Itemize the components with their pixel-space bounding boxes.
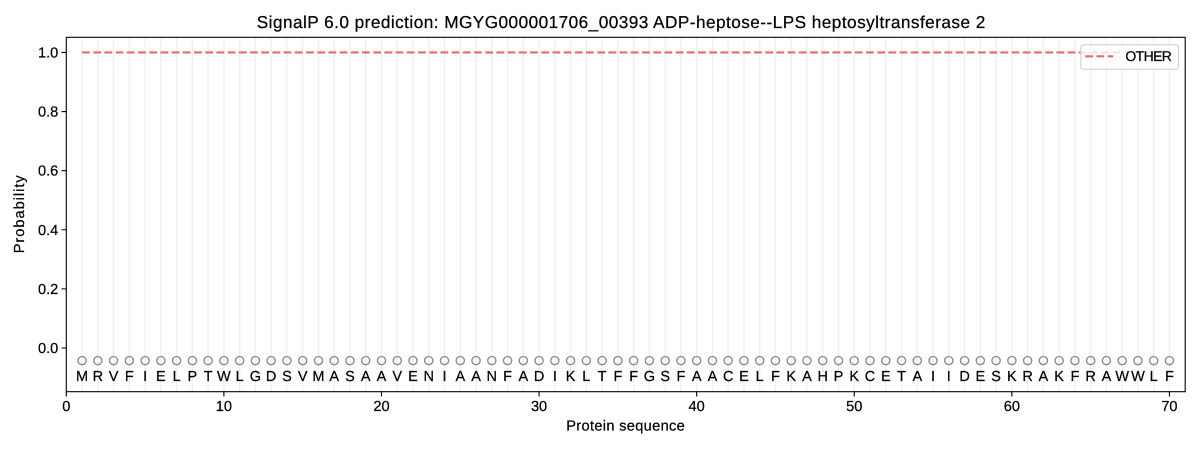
svg-text:S: S [282,369,292,385]
svg-text:F: F [503,369,512,385]
svg-text:F: F [125,369,134,385]
svg-text:N: N [424,369,434,385]
svg-text:K: K [566,369,576,385]
svg-text:V: V [298,369,308,385]
svg-text:I: I [143,369,147,385]
svg-text:C: C [723,369,733,385]
svg-text:SignalP 6.0 prediction: MGYG00: SignalP 6.0 prediction: MGYG000001706_00… [257,12,986,32]
svg-text:K: K [1054,369,1064,385]
svg-text:50: 50 [846,399,862,415]
svg-text:60: 60 [1004,399,1020,415]
svg-text:S: S [991,369,1001,385]
svg-text:0.6: 0.6 [38,164,58,180]
svg-text:D: D [959,369,969,385]
svg-text:F: F [629,369,638,385]
svg-text:A: A [692,369,702,385]
svg-text:F: F [1165,369,1174,385]
svg-text:A: A [455,369,465,385]
svg-text:L: L [756,369,764,385]
svg-text:E: E [975,369,985,385]
svg-text:M: M [76,369,88,385]
svg-text:E: E [739,369,749,385]
svg-text:K: K [849,369,859,385]
svg-text:40: 40 [689,399,705,415]
svg-text:70: 70 [1161,399,1177,415]
svg-text:W: W [1131,369,1145,385]
svg-text:M: M [312,369,324,385]
svg-text:0: 0 [62,399,70,415]
svg-text:0.2: 0.2 [38,282,58,298]
svg-text:A: A [708,369,718,385]
svg-text:L: L [173,369,181,385]
svg-text:I: I [553,369,557,385]
svg-text:S: S [660,369,670,385]
svg-text:E: E [156,369,166,385]
svg-text:OTHER: OTHER [1125,48,1172,64]
svg-text:L: L [236,369,244,385]
svg-text:F: F [771,369,780,385]
svg-text:Protein sequence: Protein sequence [566,418,685,434]
svg-text:A: A [1102,369,1112,385]
svg-text:10: 10 [216,399,232,415]
svg-text:A: A [377,369,387,385]
svg-text:W: W [1115,369,1129,385]
svg-text:A: A [802,369,812,385]
svg-text:I: I [931,369,935,385]
svg-text:A: A [912,369,922,385]
svg-text:D: D [534,369,544,385]
svg-text:1.0: 1.0 [38,46,58,62]
svg-text:G: G [644,369,655,385]
svg-text:R: R [1085,369,1095,385]
svg-text:K: K [786,369,796,385]
svg-text:E: E [408,369,418,385]
svg-text:N: N [487,369,497,385]
svg-text:R: R [93,369,103,385]
svg-text:T: T [897,369,906,385]
svg-text:P: P [834,369,844,385]
svg-text:H: H [817,369,827,385]
svg-text:A: A [471,369,481,385]
svg-text:A: A [329,369,339,385]
svg-text:W: W [217,369,231,385]
svg-text:30: 30 [531,399,547,415]
svg-text:F: F [613,369,622,385]
svg-text:Probability: Probability [12,175,28,254]
svg-text:L: L [582,369,590,385]
svg-text:0.4: 0.4 [38,223,58,239]
svg-text:G: G [250,369,261,385]
svg-text:0.0: 0.0 [38,341,58,357]
svg-text:A: A [1039,369,1049,385]
svg-text:K: K [1007,369,1017,385]
svg-text:I: I [947,369,951,385]
svg-text:F: F [676,369,685,385]
svg-text:F: F [1070,369,1079,385]
svg-text:A: A [518,369,528,385]
svg-text:V: V [109,369,119,385]
svg-text:S: S [345,369,355,385]
svg-text:R: R [1022,369,1032,385]
svg-text:0.8: 0.8 [38,105,58,121]
svg-text:I: I [443,369,447,385]
svg-text:T: T [598,369,607,385]
svg-text:V: V [392,369,402,385]
svg-text:A: A [361,369,371,385]
svg-text:D: D [266,369,276,385]
svg-text:P: P [188,369,198,385]
svg-text:E: E [881,369,891,385]
svg-text:C: C [865,369,875,385]
svg-text:20: 20 [373,399,389,415]
svg-text:T: T [204,369,213,385]
svg-text:L: L [1150,369,1158,385]
